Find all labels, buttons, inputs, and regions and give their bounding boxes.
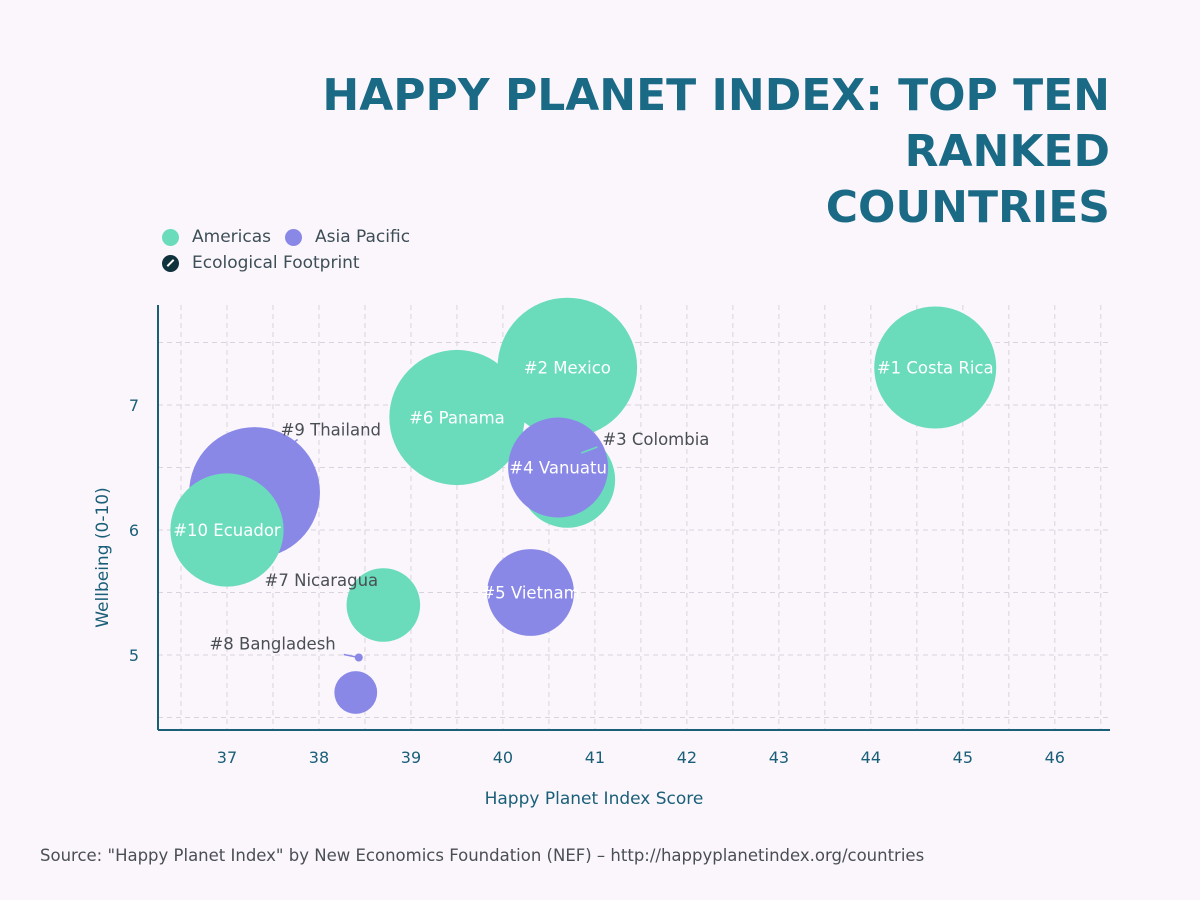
data-label-5-vietnam: #5 Vietnam	[481, 584, 579, 603]
y-axis-title: Wellbeing (0-10)	[93, 487, 113, 628]
x-tick-label: 38	[309, 748, 329, 767]
bubble-6-panama	[389, 349, 525, 486]
legend-swatch-asia-pacific	[284, 228, 302, 246]
chart-title-line-1: HAPPY PLANET INDEX: TOP TEN RANKED	[322, 70, 1110, 177]
y-tick-label: 5	[129, 646, 139, 665]
data-label-7-nicaragua: #7 Nicaragua	[265, 571, 379, 590]
data-label-10-ecuador: #10 Ecuador	[173, 521, 281, 540]
x-tick-label: 45	[953, 748, 973, 767]
legend-label-asia-pacific: Asia Pacific	[314, 227, 411, 247]
y-tick-label: 7	[129, 396, 139, 415]
chart-title-line-2: COUNTRIES	[825, 182, 1110, 233]
y-tick-label: 6	[129, 521, 139, 540]
data-label-6-panama: #6 Panama	[409, 409, 505, 428]
x-tick-label: 43	[769, 748, 789, 767]
legend-item-asia-pacific[interactable]: Asia Pacific	[284, 227, 411, 247]
data-label-8-bangladesh: #8 Bangladesh	[209, 635, 335, 654]
legend-item-americas[interactable]: Americas	[162, 227, 271, 247]
x-axis-title: Happy Planet Index Score	[485, 789, 704, 809]
bubble-7-nicaragua	[346, 568, 421, 642]
legend-item-footprint: Ecological Footprint	[162, 253, 360, 273]
leader-line-9-thailand	[284, 438, 299, 451]
data-label-2-mexico: #2 Mexico	[524, 359, 611, 378]
data-label-9-thailand: #9 Thailand	[281, 421, 381, 440]
data-label-3-colombia: #3 Colombia	[602, 430, 709, 449]
x-tick-label: 41	[585, 748, 605, 767]
leader-line-8-bangladesh	[343, 653, 359, 659]
x-tick-label: 37	[217, 748, 237, 767]
chart-legend: Americas Asia Pacific Ecological Footpri…	[162, 224, 424, 276]
data-label-1-costa-rica: #1 Costa Rica	[877, 359, 994, 378]
leader-line-3-colombia	[581, 446, 598, 454]
x-tick-label: 44	[861, 748, 881, 767]
bubble-2-mexico	[497, 297, 638, 438]
x-tick-label: 40	[493, 748, 513, 767]
x-tick-label: 46	[1045, 748, 1065, 767]
x-tick-label: 42	[677, 748, 697, 767]
data-label-4-vanuatu: #4 Vanuatu	[509, 459, 607, 478]
chart-title: HAPPY PLANET INDEX: TOP TEN RANKED COUNT…	[110, 68, 1110, 236]
legend-swatch-americas	[162, 228, 179, 246]
x-tick-label: 39	[401, 748, 421, 767]
footprint-icon	[162, 254, 179, 272]
bubble-5-vietnam	[487, 549, 574, 636]
bubble-10-ecuador	[170, 473, 284, 587]
legend-label-footprint: Ecological Footprint	[192, 253, 360, 273]
bubble-1-costa-rica	[874, 306, 997, 429]
legend-label-americas: Americas	[192, 227, 271, 247]
bubble-4-vanuatu	[508, 417, 609, 518]
leader-line-7-nicaragua	[349, 587, 361, 595]
source-note: Source: "Happy Planet Index" by New Econ…	[40, 846, 925, 865]
bubble-8-bangladesh	[334, 671, 378, 714]
